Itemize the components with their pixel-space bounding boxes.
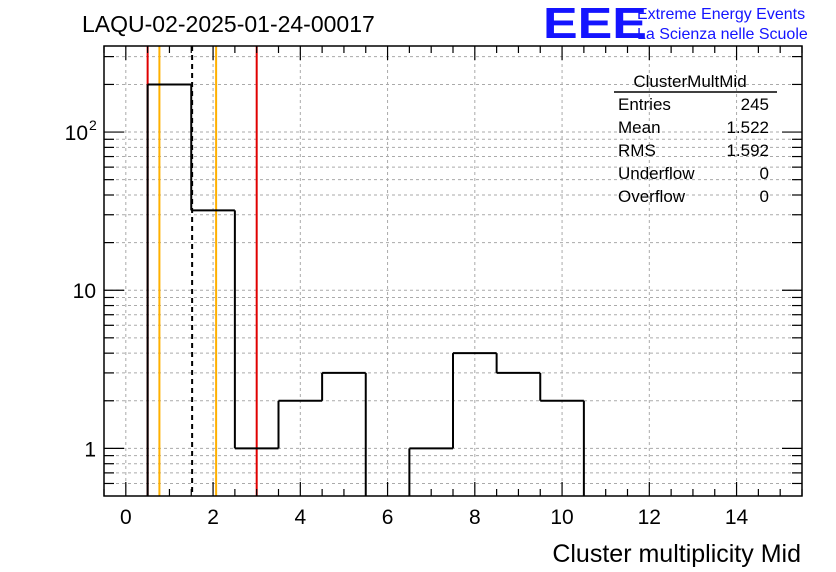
x-tick-label: 8 bbox=[469, 506, 481, 529]
stats-row-label: RMS bbox=[618, 141, 656, 160]
stats-row-label: Overflow bbox=[618, 187, 686, 206]
y-tick-label-exponent: 2 bbox=[89, 117, 97, 133]
logo-line-1: Extreme Energy Events bbox=[637, 6, 805, 23]
x-tick-label: 6 bbox=[382, 506, 394, 529]
y-tick-label: 10 bbox=[73, 280, 96, 303]
stats-rows: Entries 245 Mean 1.522 RMS 1.592 Underflow 0 Ove… bbox=[618, 95, 769, 206]
eee-logo: EEE Extreme Energy Events La Scienza nel… bbox=[543, 0, 808, 48]
stats-row-value: 245 bbox=[741, 95, 769, 114]
x-tick-label: 10 bbox=[550, 506, 573, 529]
stats-row-label: Underflow bbox=[618, 164, 695, 183]
x-tick-label: 4 bbox=[294, 506, 306, 529]
stats-row-value: 0 bbox=[760, 187, 769, 206]
stats-row-label: Entries bbox=[618, 95, 671, 114]
axis-ticks bbox=[103, 46, 803, 496]
y-tick-label: 10 bbox=[65, 122, 88, 145]
x-tick-label: 0 bbox=[120, 506, 132, 529]
x-tick-label: 14 bbox=[725, 506, 749, 529]
eee-logo-mark: EEE bbox=[543, 0, 647, 48]
histogram-bins bbox=[146, 83, 585, 496]
stats-row-value: 0 bbox=[760, 164, 769, 183]
grid bbox=[104, 46, 802, 496]
stats-row-value: 1.522 bbox=[726, 118, 769, 137]
stats-box-name: ClusterMultMid bbox=[633, 72, 746, 91]
x-axis-label: Cluster multiplicity Mid bbox=[552, 540, 801, 568]
y-tick-label: 1 bbox=[84, 438, 96, 461]
stats-row-label: Mean bbox=[618, 118, 661, 137]
x-tick-label: 2 bbox=[207, 506, 219, 529]
stats-row-value: 1.592 bbox=[726, 141, 769, 160]
x-tick-label: 12 bbox=[638, 506, 661, 529]
chart-title: LAQU-02-2025-01-24-00017 bbox=[82, 11, 375, 37]
logo-line-2: La Scienza nelle Scuole bbox=[637, 26, 808, 43]
stats-box: ClusterMultMid Entries 245 Mean 1.522 RMS 1.5… bbox=[614, 72, 777, 206]
